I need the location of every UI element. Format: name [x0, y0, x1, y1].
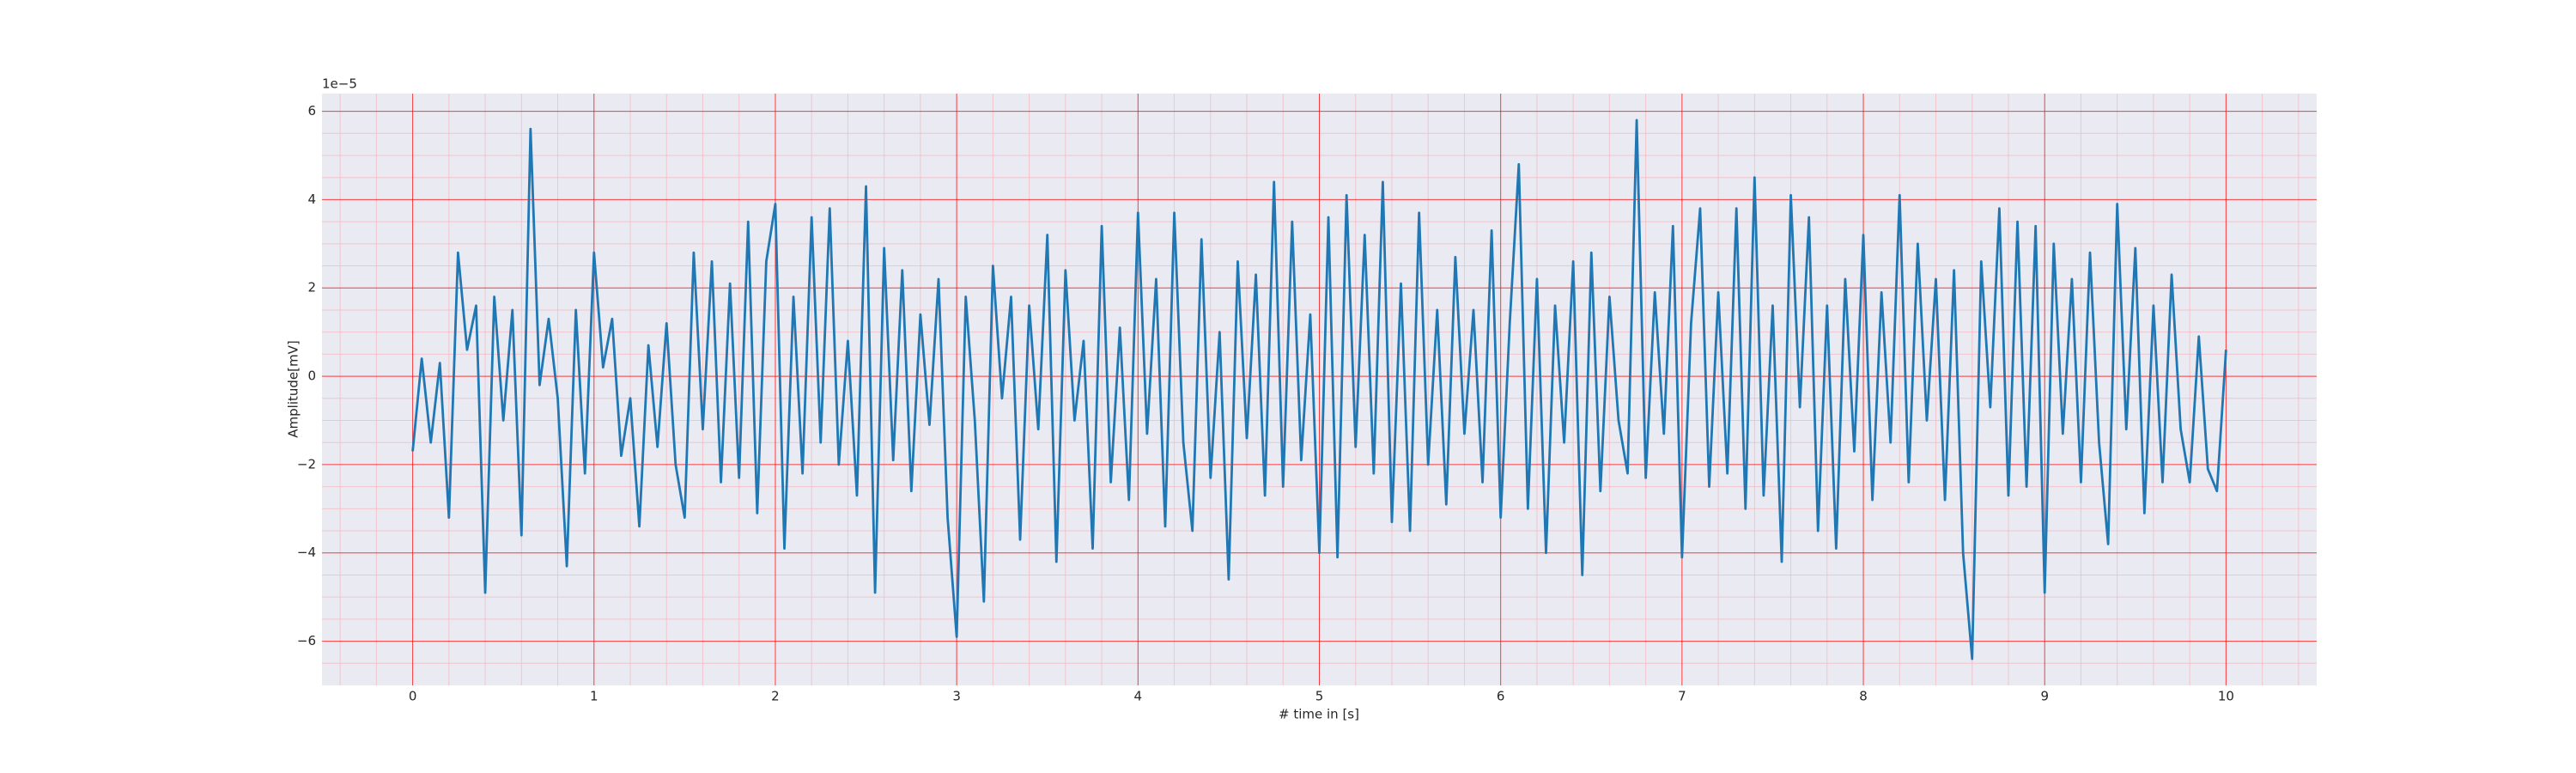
y-tick-label: −2 [297, 456, 316, 472]
y-tick-label: 0 [307, 368, 316, 384]
x-tick-label: 8 [1859, 689, 1868, 704]
signal-line [411, 119, 2227, 660]
y-axis-label: Amplitude[mV] [286, 340, 301, 437]
x-tick-label: 0 [409, 689, 417, 704]
x-tick-label: 6 [1497, 689, 1505, 704]
x-tick-label: 7 [1678, 689, 1686, 704]
offset-label: 1e−5 [322, 76, 357, 92]
y-tick-label: −4 [297, 545, 316, 560]
x-tick-label: 5 [1315, 689, 1324, 704]
x-axis-label: # time in [s] [1279, 707, 1359, 722]
data [411, 119, 2227, 660]
x-tick-label: 2 [771, 689, 780, 704]
labels: 1e−5 # time in [s] Amplitude[mV] 0 1 2 3 4 5 6… [286, 76, 2234, 722]
x-tick-label: 1 [590, 689, 598, 704]
y-tick-label: 4 [307, 192, 316, 207]
y-tick-label: 6 [307, 103, 316, 119]
grid [322, 94, 2317, 685]
x-tick-label: 10 [2218, 689, 2234, 704]
x-tick-label: 9 [2040, 689, 2049, 704]
y-tick-label: −6 [297, 633, 316, 648]
y-tick-label: 2 [307, 280, 316, 295]
x-tick-label: 4 [1134, 689, 1143, 704]
x-tick-label: 3 [952, 689, 961, 704]
